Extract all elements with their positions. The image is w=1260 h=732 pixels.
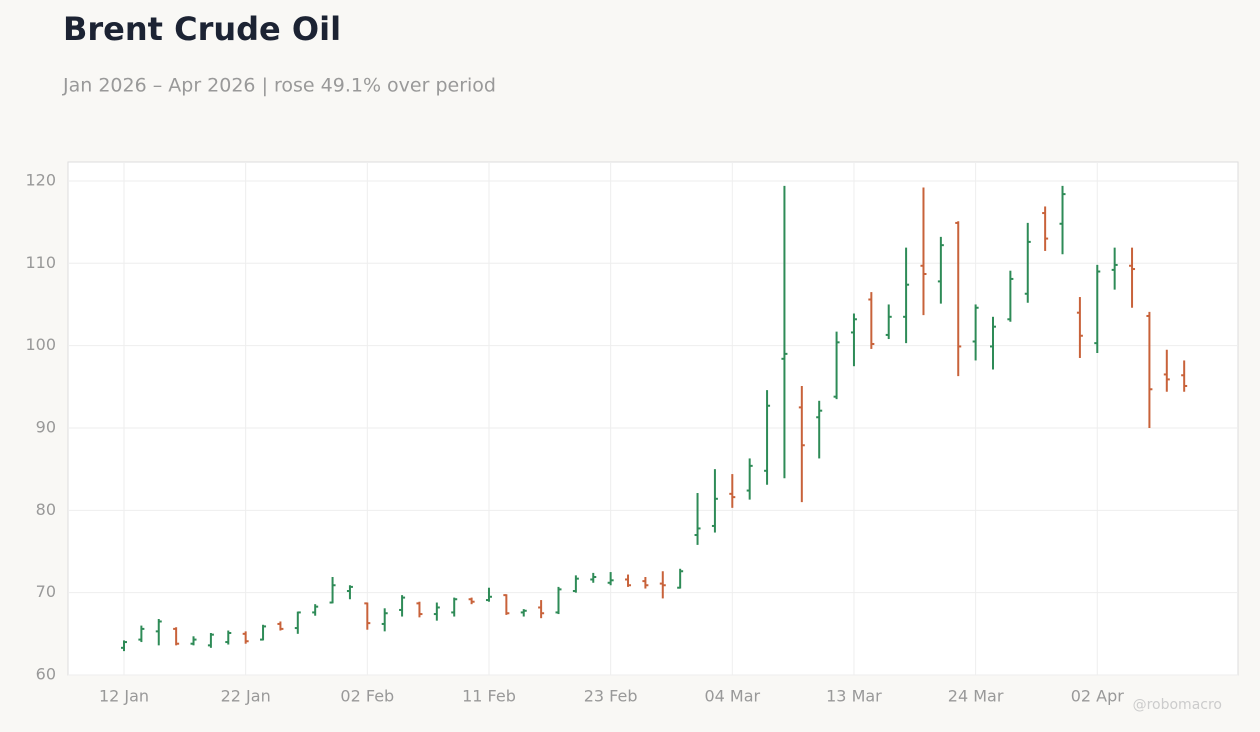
x-tick-label: 02 Feb	[340, 687, 394, 706]
y-tick-label: 70	[36, 582, 56, 601]
watermark: @robomacro	[1133, 697, 1222, 713]
x-tick-label: 11 Feb	[462, 687, 516, 706]
x-tick-label: 02 Apr	[1071, 687, 1125, 706]
y-tick-label: 100	[25, 335, 56, 354]
plot-area	[67, 161, 1239, 676]
chart-title: Brent Crude Oil	[63, 10, 341, 48]
y-tick-label: 110	[25, 253, 56, 272]
y-tick-label: 120	[25, 170, 56, 189]
x-tick-label: 24 Mar	[948, 687, 1004, 706]
x-tick-label: 04 Mar	[704, 687, 760, 706]
y-tick-label: 60	[36, 665, 56, 684]
x-tick-label: 22 Jan	[221, 687, 271, 706]
chart-subtitle: Jan 2026 – Apr 2026 | rose 49.1% over pe…	[62, 75, 496, 97]
x-tick-label: 23 Feb	[584, 687, 638, 706]
y-tick-label: 80	[36, 500, 56, 519]
y-tick-label: 90	[36, 417, 56, 436]
x-tick-label: 12 Jan	[99, 687, 149, 706]
x-tick-label: 13 Mar	[826, 687, 882, 706]
